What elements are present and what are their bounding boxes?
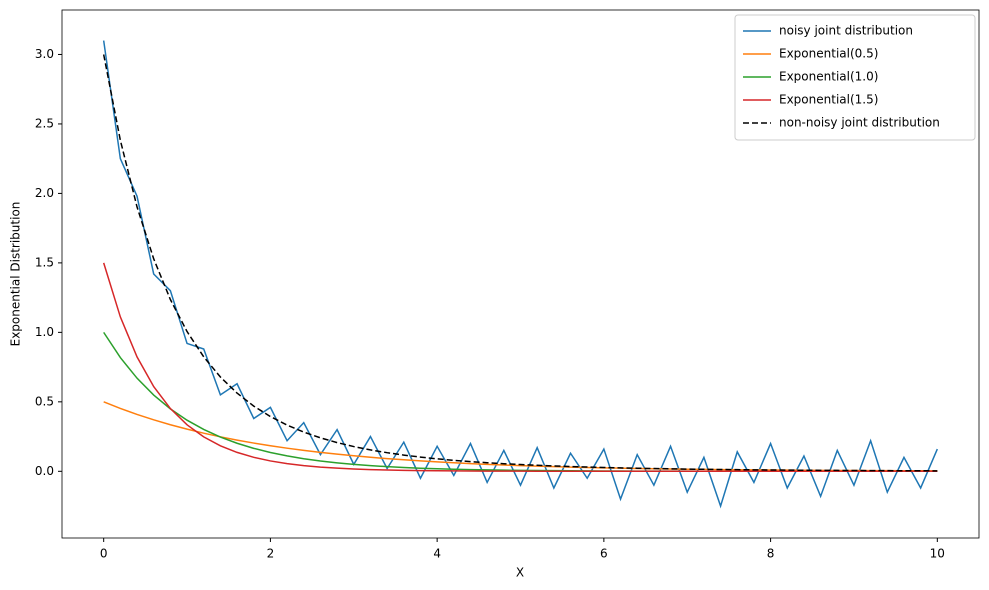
x-tick-label: 4	[433, 547, 441, 561]
y-tick-label: 3.0	[35, 47, 54, 61]
y-tick-label: 0.5	[35, 394, 54, 408]
y-axis-label: Exponential Distribution	[9, 202, 23, 347]
series-line	[103, 331, 938, 473]
axes-frame	[61, 9, 980, 539]
series-line	[102, 40, 939, 509]
legend-label: Exponential(1.5)	[779, 93, 878, 107]
x-tick-label: 8	[767, 547, 775, 561]
legend-box	[734, 14, 976, 141]
x-tick-label: 10	[930, 547, 945, 561]
x-axis-label: X	[516, 566, 524, 580]
y-tick-label: 0.0	[35, 464, 54, 478]
legend: noisy joint distribution Exponential(0.5)…	[734, 14, 976, 141]
y-tick-label: 2.0	[35, 186, 54, 200]
series-line	[102, 262, 938, 473]
series-line	[102, 54, 938, 472]
y-tick-label: 1.0	[35, 325, 54, 339]
x-tick-label: 6	[600, 547, 608, 561]
legend-label: non-noisy joint distribution	[779, 116, 940, 130]
y-tick-label: 2.5	[35, 116, 54, 130]
x-tick-label: 0	[100, 547, 108, 561]
legend-label: Exponential(0.5)	[779, 47, 878, 61]
legend-label: noisy joint distribution	[779, 24, 913, 38]
legend-label: Exponential(1.0)	[779, 70, 878, 84]
x-tick-label: 2	[267, 547, 275, 561]
y-tick-label: 1.5	[35, 255, 54, 269]
series-line	[103, 401, 938, 472]
